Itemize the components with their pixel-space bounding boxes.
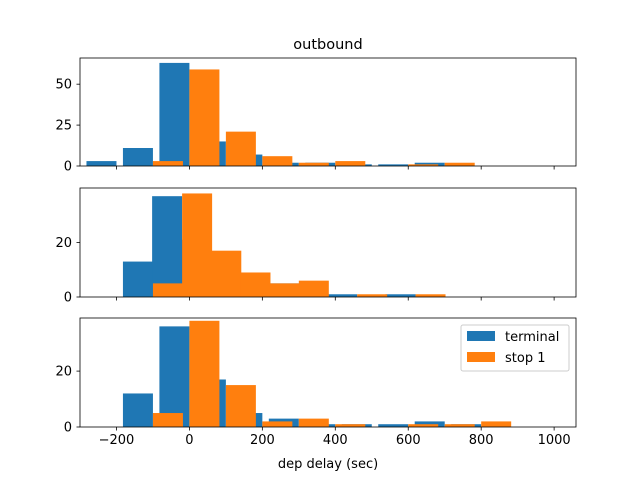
bar-stop-1 — [152, 283, 183, 298]
bar-terminal — [159, 326, 190, 427]
bar-stop-1 — [335, 424, 366, 427]
bar-stop-1 — [211, 250, 242, 297]
y-tick-label: 0 — [64, 160, 72, 175]
bar-terminal — [152, 196, 183, 297]
bar-stop-1 — [152, 413, 183, 427]
legend: terminal stop 1 — [460, 324, 570, 372]
bar-terminal — [378, 424, 409, 427]
axes-frame — [79, 57, 577, 167]
bar-terminal — [385, 294, 416, 297]
bar-stop-1 — [357, 294, 388, 297]
y-tick-label: 20 — [55, 236, 72, 251]
x-tick-label: 1000 — [538, 433, 571, 448]
x-tick-label: 800 — [469, 433, 494, 448]
bar-stop-1 — [444, 162, 475, 166]
bar-terminal — [378, 164, 409, 166]
x-tick-label: 0 — [185, 433, 193, 448]
bar-terminal — [414, 421, 445, 427]
bar-stop-1 — [415, 294, 446, 297]
axes-frame — [79, 317, 577, 428]
bar-stop-1 — [262, 156, 293, 166]
subplot-middle: 0 20 — [55, 187, 577, 306]
bar-terminal — [122, 261, 153, 297]
chart-title: outbound — [293, 37, 362, 53]
bar-terminal — [327, 294, 358, 297]
x-axis-label: dep delay (sec) — [278, 457, 378, 472]
bar-stop-1 — [444, 424, 475, 427]
bar-terminal — [159, 62, 190, 166]
y-tick-label: 25 — [55, 119, 72, 134]
legend-label-terminal: terminal — [505, 330, 559, 345]
y-tick-label: 0 — [64, 421, 72, 436]
legend-swatch-stop-1 — [467, 352, 495, 362]
bar-stop-1 — [225, 385, 256, 427]
bar-stop-1 — [225, 131, 256, 166]
bar-stop-1 — [262, 421, 293, 427]
subplot-bottom: 0 20 −200 0 200 400 600 800 1000 — [55, 317, 577, 448]
y-tick-label: 50 — [55, 78, 72, 93]
x-tick-label: 600 — [396, 433, 421, 448]
bar-stop-1 — [408, 164, 439, 166]
y-tick-label: 20 — [55, 365, 72, 380]
bar-terminal — [86, 161, 117, 166]
bar-stop-1 — [408, 424, 439, 427]
bar-terminal — [122, 148, 153, 166]
legend-label-stop-1: stop 1 — [505, 351, 545, 366]
x-tick-label: −200 — [99, 433, 135, 448]
bar-stop-1 — [298, 418, 329, 427]
subplot-top: 0 25 50 — [55, 57, 577, 175]
y-tick-label: 0 — [64, 291, 72, 306]
bar-stop-1 — [182, 193, 213, 297]
bar-stop-1 — [335, 161, 366, 166]
bar-stop-1 — [240, 272, 271, 297]
legend-swatch-terminal — [467, 331, 495, 341]
bar-stop-1 — [298, 280, 329, 297]
bar-terminal — [122, 393, 153, 427]
bar-stop-1 — [152, 161, 183, 166]
bar-stop-1 — [269, 283, 300, 298]
bar-stop-1 — [189, 69, 220, 166]
bar-stop-1 — [481, 421, 512, 427]
bar-stop-1 — [298, 162, 329, 166]
x-tick-label: 200 — [250, 433, 275, 448]
x-tick-label: 400 — [323, 433, 348, 448]
bar-stop-1 — [189, 320, 220, 427]
